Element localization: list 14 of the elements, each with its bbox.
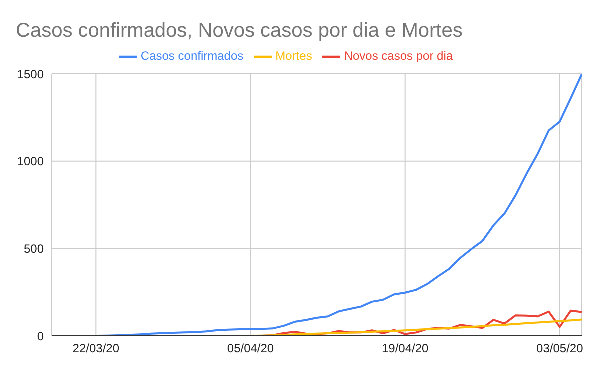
x-tick-label: 03/05/20 [536,342,584,356]
x-tick-label: 19/04/20 [382,342,430,356]
y-tick-label: 1000 [17,154,44,169]
y-tick-label: 1500 [17,67,44,82]
legend-label: Mortes [276,49,312,64]
y-tick-label: 0 [37,329,44,344]
line-series [194,318,582,336]
legend-label: Novos casos por dia [344,49,454,64]
legend-label: Casos confirmados [140,49,244,64]
y-tick-label: 500 [24,242,44,256]
chart-title: Casos confirmados, Novos casos por dia e Mortes [16,20,463,43]
x-tick-label: 22/03/20 [72,342,120,356]
line-series [52,74,582,336]
x-tick-label: 05/04/20 [227,342,274,356]
